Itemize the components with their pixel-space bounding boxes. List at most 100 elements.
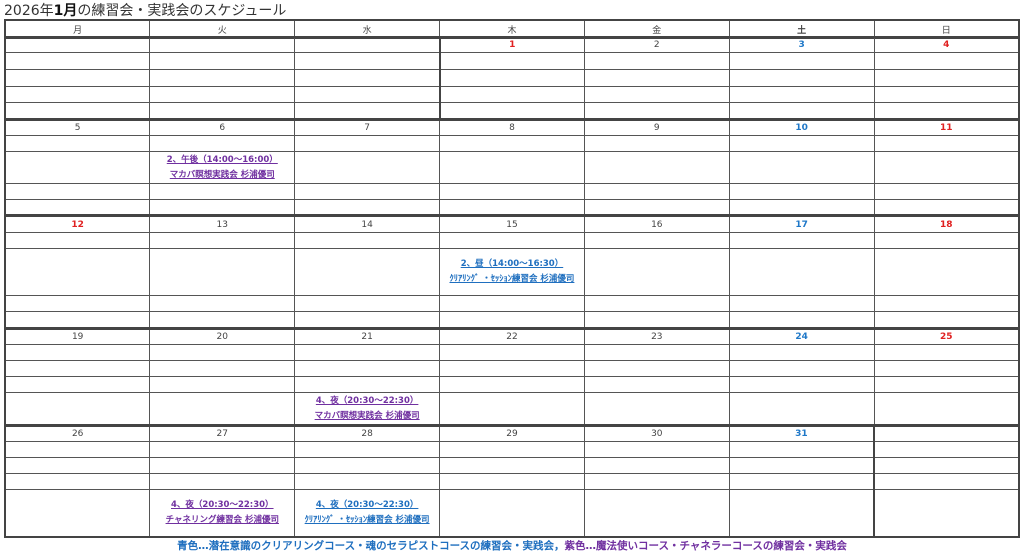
empty-slot	[439, 473, 585, 490]
empty-slot	[438, 52, 585, 70]
empty-slot	[149, 52, 296, 70]
empty-slot	[728, 151, 875, 184]
event-cell[interactable]: 2、午後（14:00～16:00） マカバ瞑想実践会 杉浦優司	[149, 151, 296, 184]
event-cell[interactable]: 2、昼（14:00～16:30） ｸﾘｱﾘﾝｸﾞ ・ｾｯｼｮﾝ練習会 杉浦優司	[439, 248, 585, 296]
empty-slot	[149, 441, 296, 458]
empty-slot	[294, 69, 441, 87]
empty-slot	[728, 199, 875, 216]
slot-row: 4、夜（20:30～22:30） マカバ瞑想実践会 杉浦優司	[4, 392, 1020, 426]
empty-slot	[583, 376, 730, 393]
empty-slot	[439, 360, 585, 377]
empty-slot	[4, 344, 151, 361]
empty-slot	[439, 441, 585, 458]
empty-slot	[873, 473, 1020, 490]
empty-slot	[583, 232, 730, 249]
empty-slot	[4, 392, 151, 426]
event-title-link[interactable]: マカバ瞑想実践会 杉浦優司	[314, 410, 420, 421]
empty-slot	[439, 344, 585, 361]
event-time-link[interactable]: 4、夜（20:30～22:30）	[315, 500, 419, 510]
event-title-link[interactable]: ｸﾘｱﾘﾝｸﾞ ・ｾｯｼｮﾝ練習会 杉浦優司	[449, 274, 575, 284]
empty-slot	[728, 86, 875, 103]
empty-slot	[873, 376, 1020, 393]
event-time-link[interactable]: 2、午後（14:00～16:00）	[166, 154, 278, 165]
day-date: 31	[728, 425, 875, 442]
day-date: 3	[728, 36, 875, 53]
empty-slot	[294, 360, 441, 377]
empty-slot	[4, 151, 151, 184]
empty-slot	[728, 473, 875, 490]
empty-slot	[149, 135, 296, 152]
empty-slot	[728, 392, 875, 426]
empty-slot	[149, 344, 296, 361]
empty-slot	[873, 86, 1020, 103]
empty-slot	[149, 86, 296, 103]
event-time-link[interactable]: 2、昼（14:00～16:30）	[460, 259, 564, 269]
empty-slot	[149, 232, 296, 249]
empty-slot	[439, 199, 585, 216]
empty-slot	[873, 489, 1020, 538]
empty-slot	[873, 295, 1020, 312]
empty-slot	[583, 248, 730, 296]
empty-slot	[439, 183, 585, 200]
title-month: 1月	[53, 3, 78, 19]
day-date: 7	[294, 119, 441, 136]
date-row: 5 6 7 8 9 10 11	[4, 119, 1020, 136]
day-date: 16	[583, 215, 730, 233]
empty-slot	[583, 151, 730, 184]
empty-slot	[583, 344, 730, 361]
event-time-link[interactable]: 4、夜（20:30～22:30）	[171, 500, 274, 510]
slot-row	[4, 102, 1020, 120]
event-title-link[interactable]: ｸﾘｱﾘﾝｸﾞ ・ｾｯｼｮﾝ練習会 杉浦優司	[304, 515, 430, 525]
day-date: 18	[873, 215, 1020, 233]
empty-slot	[583, 489, 730, 538]
day-date	[4, 36, 151, 53]
empty-slot	[4, 295, 151, 312]
empty-slot	[728, 135, 875, 152]
day-date: 1	[438, 36, 585, 53]
day-date: 17	[728, 215, 875, 233]
date-row: 19 20 21 22 23 24 25	[4, 328, 1020, 345]
empty-slot	[728, 489, 875, 538]
empty-slot	[4, 69, 151, 87]
empty-slot	[728, 69, 875, 87]
empty-slot	[873, 392, 1020, 426]
empty-slot	[728, 376, 875, 393]
empty-slot	[4, 183, 151, 200]
empty-slot	[4, 135, 151, 152]
event-time-link[interactable]: 4、夜（20:30～22:30）	[315, 395, 419, 406]
empty-slot	[4, 52, 151, 70]
day-date: 27	[149, 425, 296, 442]
empty-slot	[873, 183, 1020, 200]
day-date: 26	[4, 425, 151, 442]
empty-slot	[439, 392, 585, 426]
day-date	[873, 425, 1020, 442]
empty-slot	[438, 86, 585, 103]
empty-slot	[583, 457, 730, 474]
event-cell[interactable]: 4、夜（20:30～22:30） ｸﾘｱﾘﾝｸﾞ ・ｾｯｼｮﾝ練習会 杉浦優司	[294, 489, 441, 538]
empty-slot	[873, 52, 1020, 70]
slot-row: 2、昼（14:00～16:30） ｸﾘｱﾘﾝｸﾞ ・ｾｯｼｮﾝ練習会 杉浦優司	[4, 248, 1020, 296]
empty-slot	[873, 151, 1020, 184]
event-title-link[interactable]: チャネリング練習会 杉浦優司	[165, 515, 279, 525]
day-date: 12	[4, 215, 151, 233]
empty-slot	[583, 69, 730, 87]
empty-slot	[583, 473, 730, 490]
empty-slot	[873, 232, 1020, 249]
day-date: 24	[728, 328, 875, 345]
empty-slot	[439, 376, 585, 393]
slot-row	[4, 135, 1020, 152]
empty-slot	[439, 457, 585, 474]
empty-slot	[728, 248, 875, 296]
empty-slot	[294, 376, 441, 393]
empty-slot	[873, 135, 1020, 152]
empty-slot	[728, 102, 875, 120]
event-cell[interactable]: 4、夜（20:30～22:30） チャネリング練習会 杉浦優司	[149, 489, 296, 538]
empty-slot	[149, 311, 296, 329]
empty-slot	[294, 135, 441, 152]
event-cell[interactable]: 4、夜（20:30～22:30） マカバ瞑想実践会 杉浦優司	[294, 392, 441, 426]
day-date: 8	[439, 119, 585, 136]
event-title-link[interactable]: マカバ瞑想実践会 杉浦優司	[169, 169, 275, 180]
empty-slot	[583, 86, 730, 103]
empty-slot	[294, 183, 441, 200]
title-suffix: の練習会・実践会のスケジュール	[77, 3, 287, 19]
